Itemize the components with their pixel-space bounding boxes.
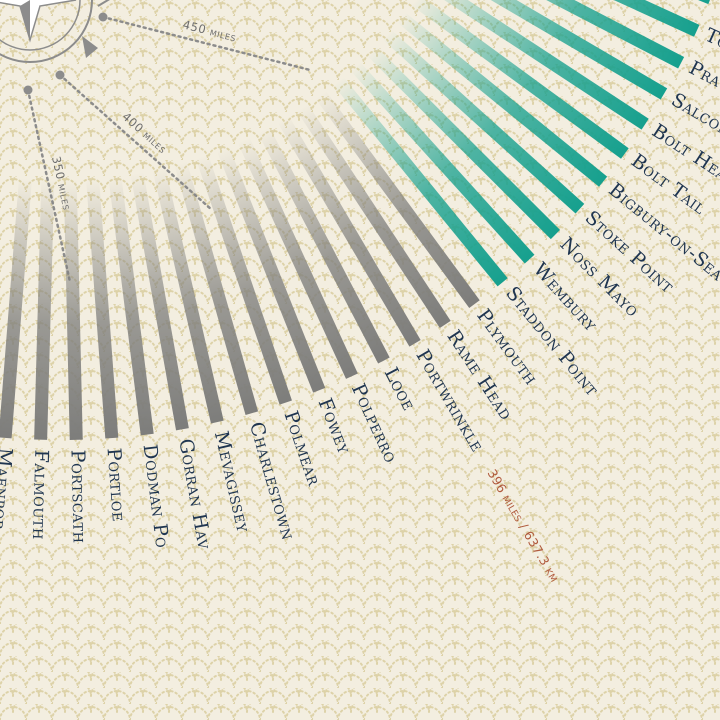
label-portloe: Portloe	[103, 447, 130, 522]
bar-stoke-point	[382, 29, 585, 214]
bar-maenporth	[0, 178, 32, 439]
bar-dodman-point	[108, 175, 154, 436]
bar-polmear	[195, 154, 292, 405]
bar-looe	[257, 127, 390, 364]
label-portscatho: Portscath	[67, 450, 91, 544]
bar-portwrinkle	[277, 115, 421, 347]
bar-prawle-point	[546, 0, 685, 69]
bar-bigbury-on-sea	[397, 12, 608, 187]
bar-bolt-tail	[411, 0, 629, 159]
bar-noss-mayo	[366, 46, 561, 240]
bar-rame-head	[296, 103, 451, 329]
bar-plymouth	[315, 90, 480, 308]
bar-gorran-haven	[130, 172, 189, 431]
bar-bolt-head	[444, 0, 649, 130]
bar-falmouth	[34, 179, 55, 440]
guide-line-450	[101, 15, 312, 72]
bar-salcombe	[490, 0, 668, 100]
bar-mevagissey	[152, 167, 224, 424]
bar-wembury	[350, 61, 535, 264]
bar-portloe	[86, 178, 119, 439]
bar-polperro	[237, 137, 358, 379]
bar-torcross	[613, 0, 700, 37]
bar-fowey	[216, 146, 326, 393]
compass-rose	[0, 0, 110, 63]
bar-charlestown	[174, 161, 259, 415]
bar-portscatho	[63, 179, 83, 440]
label-falmouth: Falmouth	[28, 449, 52, 540]
label-maenporth: Maenpor	[0, 447, 16, 532]
bars	[0, 0, 710, 440]
bar-staddon-point	[333, 76, 508, 287]
